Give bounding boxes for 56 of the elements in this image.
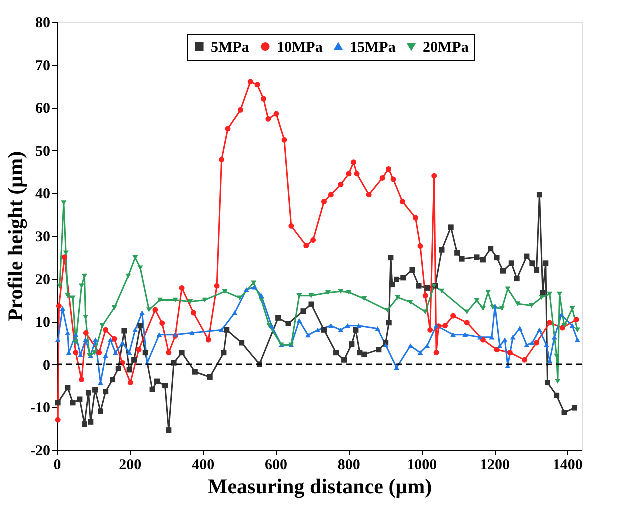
point	[157, 298, 163, 303]
legend-label: 5MPa	[211, 40, 250, 56]
point	[362, 296, 368, 302]
point	[63, 250, 69, 256]
x-tick-label: 1000	[407, 458, 438, 474]
point	[73, 340, 79, 346]
point	[528, 303, 534, 308]
point	[515, 302, 521, 306]
point	[296, 294, 302, 298]
point	[505, 286, 511, 292]
point	[146, 308, 152, 312]
y-tick-label: 10	[36, 315, 50, 332]
point	[251, 280, 257, 286]
point	[574, 328, 580, 333]
point	[539, 295, 545, 300]
y-tick-label: 60	[36, 101, 50, 118]
point	[480, 306, 486, 312]
point	[100, 324, 106, 328]
y-axis-title: Profile height (μm)	[4, 151, 28, 322]
y-tick-label: 40	[36, 186, 50, 203]
point	[237, 296, 243, 300]
x-tick-label: 200	[119, 458, 142, 474]
point	[188, 300, 194, 304]
point	[138, 266, 144, 270]
legend-label: 15MPa	[350, 40, 396, 56]
y-tick-label: 30	[36, 230, 50, 246]
point	[65, 294, 71, 298]
point	[126, 274, 132, 279]
x-tick-label: 1200	[480, 458, 510, 474]
point	[308, 294, 314, 298]
point	[422, 310, 428, 315]
y-tick-label: 50	[36, 144, 50, 160]
x-tick-label: 400	[192, 458, 215, 474]
point	[395, 295, 401, 300]
x-tick-label: 800	[338, 458, 360, 474]
y-tick-label: 0	[43, 358, 50, 374]
point	[326, 290, 331, 296]
x-tick-label: 1400	[552, 458, 583, 474]
legend-label: 20MPa	[423, 40, 470, 56]
point	[384, 308, 390, 313]
point	[499, 306, 505, 312]
y-tick-label: -20	[30, 444, 50, 460]
point	[79, 284, 85, 288]
y-tick-label: 70	[36, 58, 50, 74]
y-tick-label: -10	[30, 400, 50, 417]
x-axis-title: Measuring distance (μm)	[208, 474, 432, 498]
point	[346, 290, 352, 295]
y-tick-label: 80	[36, 16, 50, 32]
point	[555, 379, 561, 384]
x-tick-label: 600	[265, 458, 288, 474]
y-tick-label: 20	[36, 272, 50, 288]
point	[83, 314, 89, 320]
legend-label: 10MPa	[277, 40, 324, 56]
x-tick-label: 0	[54, 458, 62, 474]
point	[112, 306, 118, 310]
point	[57, 284, 63, 288]
